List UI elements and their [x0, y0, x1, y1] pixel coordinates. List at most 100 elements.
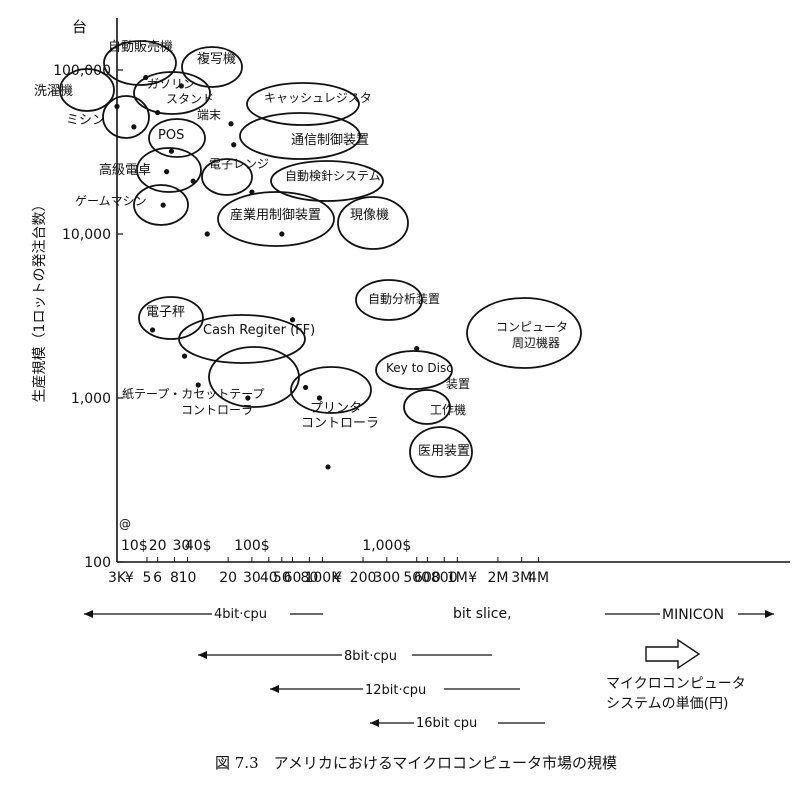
point-5	[228, 121, 234, 127]
printer-line-2: コントローラ	[301, 416, 379, 431]
gas-line-3: 端末	[197, 108, 221, 122]
ellipse-machine-tool	[403, 389, 451, 425]
point-label-tape: 紙テープ・カセットテープ コントローラ	[122, 386, 268, 417]
yen-tick-label-20: ¥	[468, 570, 477, 586]
point-22	[325, 464, 331, 470]
point-13	[279, 231, 285, 237]
y-unit-label: 台	[72, 18, 87, 36]
yen-tick-label-18: 800	[431, 570, 458, 586]
point-label-game: ゲームマシン	[75, 194, 147, 208]
ellipse-pos	[148, 118, 206, 158]
point-label-scale: 電子秤	[146, 305, 185, 320]
y-ticks: 100 1,000 10,000 100,000	[53, 63, 123, 571]
point-19	[302, 384, 309, 391]
peripherals-line-1: コンピュータ	[496, 320, 568, 334]
yen-tick-label-10: 60	[284, 570, 302, 586]
dollar-tick-label-1: 20	[149, 538, 167, 554]
x-unit-line-1: マイクロコンピュータ	[606, 676, 746, 692]
gas-line-1: ガソリン	[147, 77, 195, 91]
yen-tick-label-23: 4M	[528, 570, 549, 586]
application-ellipses	[59, 40, 582, 478]
yen-tick-label-0: 3K	[108, 570, 127, 586]
ellipse-gas-station	[133, 71, 211, 115]
point-label-medical: 医用装置	[418, 444, 470, 459]
ellipse-peripherals	[466, 297, 582, 369]
dollar-marker: @	[119, 517, 131, 531]
range-12bit: 12bit·cpu	[270, 683, 520, 698]
figure-caption: 図 7.3 アメリカにおけるマイクロコンピュータ市場の規模	[215, 754, 617, 772]
ellipse-key-to-disc	[375, 350, 453, 390]
yen-tick-label-16: 500	[403, 570, 430, 586]
key-disc-line-2: 装置	[446, 377, 470, 391]
range-4bit: 4bit·cpu	[84, 607, 323, 622]
point-7	[231, 142, 237, 148]
yen-tick-label-5: 10	[179, 570, 197, 586]
point-label-cash-register: キャッシュレジスタ	[264, 91, 372, 105]
point-labels: 自動販売機 複写機 洗濯機 ガソリン スタンド 端末 ミシン キャッシュレジスタ…	[34, 39, 572, 459]
range-label-4bit: 4bit·cpu	[214, 607, 267, 622]
yen-tick-label-22: 3M	[511, 570, 532, 586]
point-21	[316, 395, 323, 401]
range-minicon: MINICON	[605, 607, 774, 623]
point-label-developer: 現像機	[350, 208, 389, 223]
ellipse-cash-register	[246, 82, 360, 126]
ellipse-washing-machine	[59, 68, 115, 112]
yen-tick-label-12: 100K	[304, 570, 341, 586]
range-label-bitslice: bit slice,	[453, 606, 512, 622]
ellipse-medical	[409, 426, 473, 478]
peripherals-line-2: 周辺機器	[512, 335, 560, 350]
dollar-tick-label-5: 1,000$	[362, 538, 411, 554]
point-label-pos: POS	[158, 128, 184, 143]
point-0	[143, 74, 149, 81]
point-label-vending: 自動販売機	[108, 39, 173, 55]
y-tick-label-0: 100	[84, 555, 111, 571]
point-4	[131, 124, 137, 130]
svg-text:生産規模（1ロットの発注台数）: 生産規模（1ロットの発注台数）	[32, 198, 48, 403]
ellipse-microwave	[201, 158, 253, 196]
yen-tick-label-4: 8	[170, 570, 179, 586]
ellipse-vending-machine	[103, 40, 177, 86]
point-label-peripherals: コンピュータ 周辺機器	[496, 320, 572, 350]
point-label-key-disc: Key to Disc 装置	[386, 361, 470, 391]
yen-tick-label-17: 600	[414, 570, 441, 586]
point-2	[114, 103, 120, 109]
ellipse-copier	[181, 46, 243, 88]
point-16	[181, 353, 188, 359]
point-14	[289, 317, 296, 323]
point-label-calculator: 高級電卓	[99, 162, 151, 178]
tape-line-2: コントローラ	[181, 403, 253, 417]
yen-tick-label-11: 80	[300, 570, 318, 586]
range-label-16bit: 16bit cpu	[416, 716, 477, 731]
ellipse-cash-register-ff	[178, 314, 306, 364]
application-points	[114, 74, 420, 470]
ellipse-printer-controller	[290, 366, 372, 414]
y-tick-label-1: 1,000	[71, 391, 111, 407]
point-label-copier: 複写機	[197, 51, 236, 67]
yen-tick-label-9: 50	[273, 570, 291, 586]
point-9	[190, 178, 196, 184]
yen-tick-label-21: 2M	[487, 570, 508, 586]
point-label-gas-station: ガソリン スタンド 端末	[147, 77, 221, 122]
point-label-machine-tool: 工作機	[430, 402, 466, 417]
point-6	[168, 148, 175, 154]
y-axis-title: 生産規模（1ロットの発注台数）	[32, 198, 48, 403]
ellipse-meter-system	[270, 160, 384, 202]
point-1	[178, 83, 184, 89]
ellipse-industrial-control	[217, 191, 335, 247]
point-20	[245, 395, 251, 401]
yen-tick-label-14: 200	[350, 570, 377, 586]
ellipse-auto-analyzer	[355, 279, 423, 321]
point-12	[204, 231, 210, 237]
range-label-8bit: 8bit·cpu	[344, 649, 397, 664]
dollar-tick-label-0: 10$	[121, 538, 148, 554]
ellipse-electronic-scale	[138, 296, 204, 340]
point-8	[164, 169, 170, 175]
yen-tick-label-7: 30	[243, 570, 261, 586]
ellipse-developer	[337, 196, 409, 250]
point-15	[149, 327, 156, 333]
point-label-cash-ff: Cash Regiter (FF)	[203, 323, 315, 338]
ellipse-game-machine	[133, 184, 189, 226]
